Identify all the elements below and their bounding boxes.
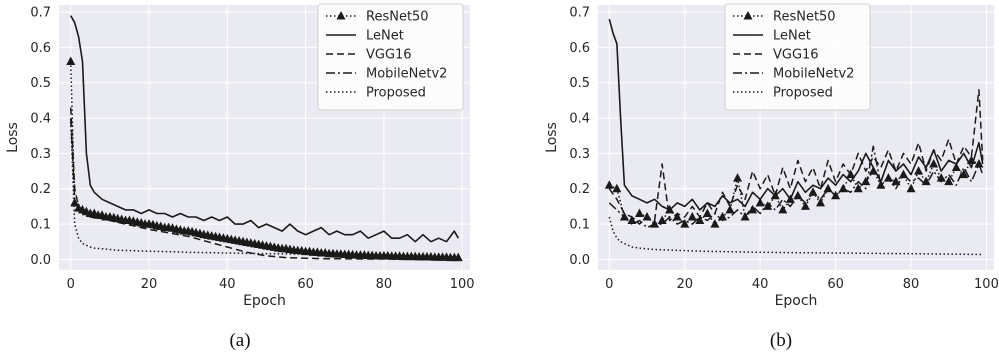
y-tick-label: 0.5 xyxy=(569,76,590,91)
legend-label-proposed: Proposed xyxy=(773,86,833,101)
data-point-resnet50 xyxy=(906,183,916,193)
legend-label-vgg16: VGG16 xyxy=(366,48,412,63)
x-tick-label: 20 xyxy=(141,277,158,292)
data-point-resnet50 xyxy=(755,197,765,207)
y-tick-label: 0.3 xyxy=(569,147,590,162)
x-tick-label: 100 xyxy=(450,277,475,292)
data-point-resnet50 xyxy=(853,183,863,193)
legend-label-mobilenetv2: MobileNetv2 xyxy=(366,67,447,82)
series-line-vgg16 xyxy=(69,107,459,260)
data-point-resnet50 xyxy=(861,176,871,186)
y-tick-label: 0.5 xyxy=(30,76,51,91)
x-tick-label: 60 xyxy=(297,277,314,292)
data-point-resnet50 xyxy=(604,180,614,189)
data-point-resnet50 xyxy=(710,219,720,228)
data-point-resnet50 xyxy=(612,183,622,193)
data-point-resnet50 xyxy=(680,219,690,228)
series-line-proposed xyxy=(608,216,983,256)
chart-panel-2: 0.0 0.1 0.2 0.3 0.4 0.5 0.6 0.7 0 20 40 60 80 100 Epoc… xyxy=(544,3,999,309)
data-point-resnet50 xyxy=(687,212,697,221)
y-tick-label: 0.6 xyxy=(569,41,590,56)
data-point-resnet50 xyxy=(702,208,712,217)
y-tick-label: 0.7 xyxy=(30,6,51,21)
data-point-resnet50 xyxy=(929,159,939,168)
data-point-resnet50 xyxy=(672,212,682,221)
x-tick-label: 0 xyxy=(605,277,613,292)
data-point-resnet50 xyxy=(800,201,810,210)
data-point-resnet50 xyxy=(914,166,924,175)
data-point-resnet50 xyxy=(876,180,886,189)
x-tick-label: 100 xyxy=(974,277,999,292)
y-tick-label: 0.6 xyxy=(30,41,51,56)
data-point-resnet50 xyxy=(748,204,758,214)
legend: ResNet50 LeNet VGG16 MobileNetv2 Proposed xyxy=(724,3,871,111)
legend-label-mobilenetv2: MobileNetv2 xyxy=(773,67,854,82)
caption-b: (b) xyxy=(770,330,792,351)
data-point-resnet50 xyxy=(627,215,637,225)
series-line-mobilenetv2 xyxy=(608,145,984,229)
data-point-resnet50 xyxy=(695,215,705,225)
x-tick-label: 40 xyxy=(752,277,769,292)
legend-label-resnet50: ResNet50 xyxy=(773,10,836,25)
x-axis-label: Epoch xyxy=(243,293,286,309)
y-tick-label: 0.2 xyxy=(30,182,51,197)
series-line-lenet xyxy=(608,18,984,211)
x-tick-label: 80 xyxy=(903,277,920,292)
y-tick-label: 0.2 xyxy=(569,182,590,197)
x-tick-label: 60 xyxy=(827,277,844,292)
legend-label-lenet: LeNet xyxy=(366,29,404,44)
y-tick-label: 0.0 xyxy=(569,253,590,268)
legend-label-proposed: Proposed xyxy=(366,86,426,101)
x-tick-label: 20 xyxy=(676,277,693,292)
data-point-resnet50 xyxy=(778,204,788,214)
series-line-mobilenetv2 xyxy=(69,118,459,260)
y-tick-label: 0.1 xyxy=(30,218,51,233)
data-point-resnet50 xyxy=(733,173,743,182)
legend-label-vgg16: VGG16 xyxy=(773,48,819,63)
data-point-resnet50 xyxy=(634,208,644,217)
y-tick-label: 0.3 xyxy=(30,147,51,162)
x-tick-label: 40 xyxy=(219,277,236,292)
series-line-proposed xyxy=(69,121,459,257)
legend: ResNet50 LeNet VGG16 MobileNetv2 Proposed xyxy=(317,3,464,111)
data-point-resnet50 xyxy=(944,176,954,186)
data-point-resnet50 xyxy=(974,159,984,168)
x-axis-label: Epoch xyxy=(775,293,818,309)
legend-label-lenet: LeNet xyxy=(773,29,811,44)
series-line-lenet xyxy=(70,15,459,243)
y-tick-label: 0.0 xyxy=(30,253,51,268)
y-axis-label: Loss xyxy=(544,122,560,153)
y-tick-label: 0.1 xyxy=(569,218,590,233)
legend-box xyxy=(317,3,464,111)
legend-marker-resnet50 xyxy=(336,11,346,20)
y-tick-label: 0.4 xyxy=(569,112,590,127)
data-point-resnet50 xyxy=(951,162,961,172)
x-tick-label: 80 xyxy=(376,277,393,292)
data-point-resnet50 xyxy=(725,204,735,214)
chart-panel-1: 0.0 0.1 0.2 0.3 0.4 0.5 0.6 0.7 0 20 40 60 80 100 Epoc… xyxy=(5,3,475,309)
data-point-resnet50 xyxy=(66,56,76,66)
x-tick-label: 0 xyxy=(67,277,75,292)
y-axis-label: Loss xyxy=(5,122,21,153)
legend-box xyxy=(724,3,871,111)
data-point-resnet50 xyxy=(763,201,773,210)
y-tick-label: 0.4 xyxy=(30,112,51,127)
series-line-vgg16 xyxy=(608,89,984,225)
legend-label-resnet50: ResNet50 xyxy=(366,10,429,25)
caption-a: (a) xyxy=(229,330,250,351)
data-point-resnet50 xyxy=(816,197,826,207)
legend-marker-resnet50 xyxy=(743,11,753,20)
y-tick-label: 0.7 xyxy=(569,6,590,21)
data-point-resnet50 xyxy=(959,169,969,179)
